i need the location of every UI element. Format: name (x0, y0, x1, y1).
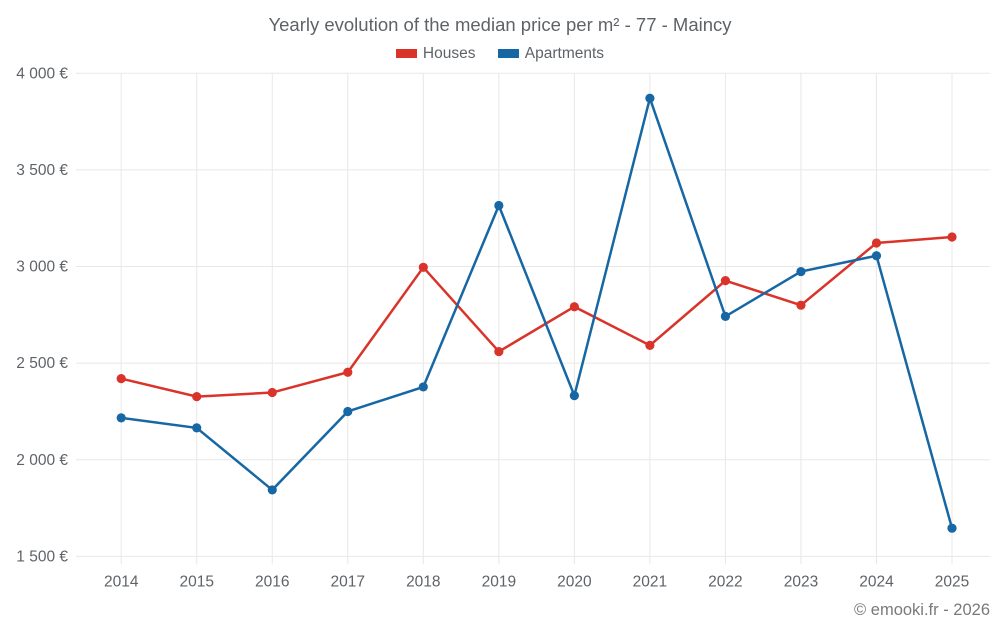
svg-text:2023: 2023 (784, 573, 818, 590)
svg-text:2025: 2025 (935, 573, 969, 590)
svg-text:2018: 2018 (406, 573, 440, 590)
svg-text:2021: 2021 (633, 573, 667, 590)
svg-text:3 500 €: 3 500 € (16, 162, 68, 179)
svg-text:3 000 €: 3 000 € (16, 259, 68, 276)
svg-text:2 500 €: 2 500 € (16, 355, 68, 372)
svg-text:2 000 €: 2 000 € (16, 452, 68, 469)
svg-text:2015: 2015 (179, 573, 213, 590)
svg-text:2016: 2016 (255, 573, 289, 590)
svg-text:2024: 2024 (859, 573, 894, 590)
svg-text:2017: 2017 (331, 573, 365, 590)
svg-text:4 000 €: 4 000 € (16, 65, 68, 82)
svg-text:1 500 €: 1 500 € (16, 548, 68, 565)
svg-text:2020: 2020 (557, 573, 592, 590)
svg-text:2019: 2019 (482, 573, 516, 590)
svg-text:2022: 2022 (708, 573, 742, 590)
svg-text:2014: 2014 (104, 573, 139, 590)
